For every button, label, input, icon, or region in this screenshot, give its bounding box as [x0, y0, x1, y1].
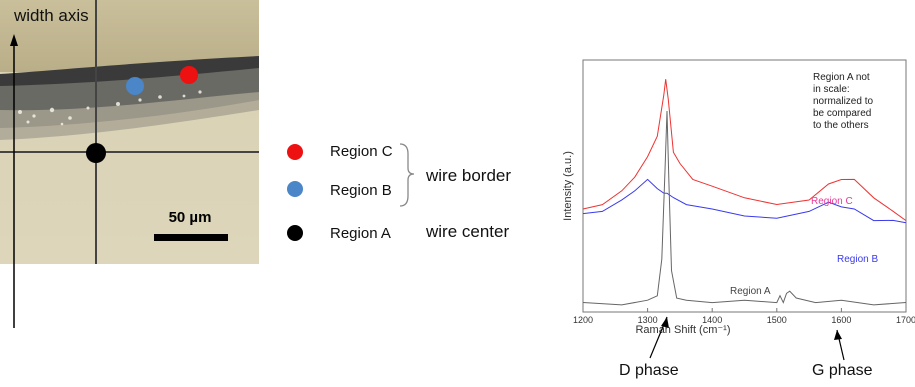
region-c-marker: [180, 66, 198, 84]
svg-text:be compared: be compared: [813, 108, 871, 119]
width-axis-label: width axis: [14, 6, 89, 26]
region-a-marker: [86, 143, 106, 163]
svg-text:to the others: to the others: [813, 120, 869, 131]
g-phase-label: G phase: [812, 362, 872, 380]
wire-border-label: wire border: [426, 166, 511, 186]
d-phase-label: D phase: [619, 362, 679, 380]
optical-micrograph: 50 µm: [0, 0, 259, 264]
raman-spectrum-chart: 1200 1300 1400 1500 1600 1700 Raman Shift (cm…: [545, 58, 915, 387]
note-text: Region A not in scale: normalized to be …: [813, 72, 873, 131]
legend-label-region-b: Region B: [330, 182, 392, 199]
legend-dot-region-b: [287, 181, 303, 197]
x-axis-label: Raman Shift (cm⁻¹): [635, 324, 730, 336]
g-phase-arrow: [834, 330, 844, 360]
svg-text:Region A not: Region A not: [813, 72, 870, 83]
legend-dot-region-a: [287, 225, 303, 241]
legend-label-region-a: Region A: [330, 225, 391, 242]
legend-label-region-c: Region C: [330, 143, 393, 160]
svg-text:in scale:: in scale:: [813, 84, 850, 95]
y-axis-label: Intensity (a.u.): [562, 151, 574, 221]
series-label-region-b: Region B: [837, 254, 878, 265]
scale-bar: [154, 234, 228, 241]
series-label-region-c: Region C: [811, 196, 853, 207]
legend-dot-region-c: [287, 144, 303, 160]
width-axis-arrow: [0, 0, 30, 330]
x-tick-label: 1500: [767, 315, 787, 325]
x-tick-label: 1200: [573, 315, 593, 325]
x-tick-label: 1700: [896, 315, 915, 325]
svg-text:normalized to: normalized to: [813, 96, 873, 107]
wire-center-label: wire center: [426, 222, 509, 242]
x-tick-label: 1600: [831, 315, 851, 325]
region-b-marker: [126, 77, 144, 95]
brace-icon: [398, 140, 420, 210]
scale-bar-label: 50 µm: [169, 209, 212, 226]
series-label-region-a: Region A: [730, 286, 771, 297]
